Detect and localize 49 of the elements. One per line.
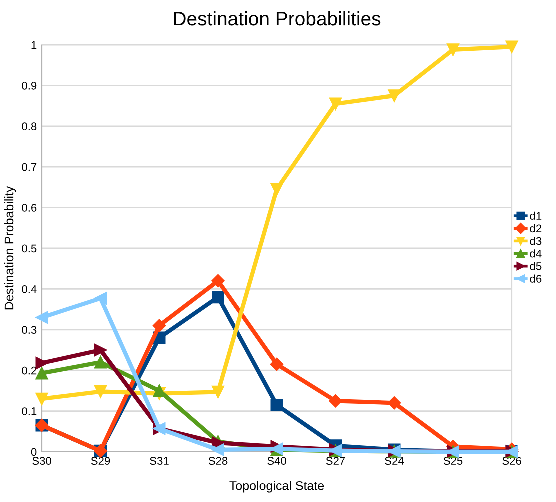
x-axis-title: Topological State [230,481,324,493]
point [36,392,48,406]
legend-label: d2 [530,224,542,233]
point [506,40,518,54]
point [270,183,284,196]
y-tick-label: 0.3 [22,326,37,334]
chart-title: Destination Probabilities [174,11,381,26]
point [388,396,402,410]
point [212,444,224,456]
point [212,386,224,398]
y-axis-title: Destination Probability [4,186,16,310]
y-tick-label: 0.5 [22,244,37,253]
point [152,319,166,332]
point [270,358,284,372]
legend-label: d6 [530,274,542,283]
x-tick-label: S27 [326,457,346,466]
point [94,292,107,305]
point [270,398,284,412]
y-tick-label: 0.1 [22,408,37,416]
point [447,44,460,56]
point [330,98,342,110]
x-tick-label: S40 [268,457,286,466]
point [94,356,107,369]
point [36,311,48,324]
y-tick-label: 1 [32,41,37,50]
point [212,274,225,288]
y-tick-label: 0.7 [22,163,37,172]
point [212,291,224,304]
y-tick-label: 0.6 [22,204,37,212]
point [94,386,107,398]
y-tick-label: 0.2 [22,366,37,375]
point [388,90,401,102]
point [329,394,342,408]
legend-label: d1 [530,212,542,220]
legend-label: d3 [530,237,542,246]
point [36,357,48,370]
point [94,344,107,356]
legend-label: d5 [530,262,542,270]
y-tick-label: 0.9 [22,82,37,90]
y-tick-label: 0.8 [22,122,37,131]
y-tick-label: 0 [31,448,37,456]
x-tick-label: S28 [208,457,228,466]
legend-label: d4 [530,250,542,258]
y-tick-label: 0.4 [22,285,37,294]
x-tick-label: S30 [32,457,52,466]
x-tick-label: S31 [150,457,169,466]
x-tick-label: S24 [385,457,404,466]
x-tick-label: S29 [91,457,110,466]
point [36,367,48,380]
